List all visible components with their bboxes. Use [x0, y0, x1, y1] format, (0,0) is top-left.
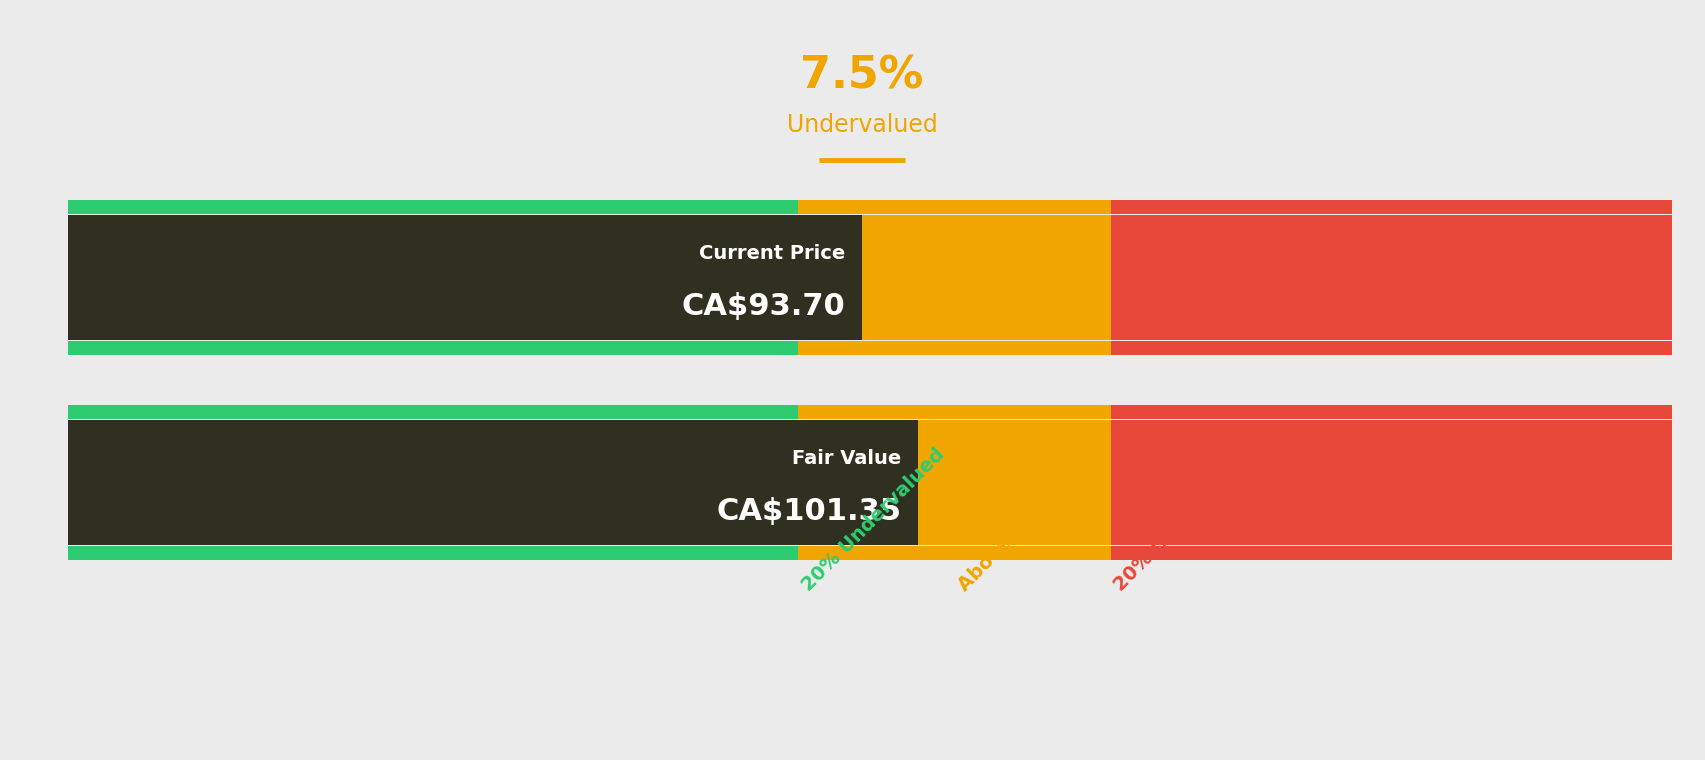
Bar — [798, 406, 1110, 420]
Text: 7.5%: 7.5% — [800, 55, 922, 97]
Bar — [1110, 200, 1671, 214]
Bar — [68, 546, 798, 559]
Bar — [1110, 546, 1671, 559]
Text: CA$93.70: CA$93.70 — [680, 292, 844, 321]
Bar — [1110, 215, 1671, 340]
Bar — [68, 420, 917, 546]
Bar — [798, 420, 1110, 546]
Text: 20% Undervalued: 20% Undervalued — [798, 445, 948, 595]
Bar — [798, 200, 1110, 214]
Bar — [798, 546, 1110, 559]
Bar — [1110, 340, 1671, 354]
Bar — [68, 215, 861, 340]
Bar — [68, 200, 798, 214]
Bar — [798, 340, 1110, 354]
Text: Undervalued: Undervalued — [786, 113, 936, 138]
Bar — [68, 340, 798, 354]
Bar — [798, 215, 1110, 340]
Text: About Right: About Right — [953, 489, 1061, 595]
Text: 20% Overvalued: 20% Overvalued — [1110, 454, 1250, 595]
Bar — [68, 406, 798, 420]
Bar — [68, 420, 798, 546]
Text: Current Price: Current Price — [699, 243, 844, 263]
Text: Fair Value: Fair Value — [791, 448, 900, 467]
Bar — [1110, 420, 1671, 546]
Text: CA$101.35: CA$101.35 — [716, 497, 900, 526]
Bar — [1110, 406, 1671, 420]
Bar — [68, 215, 798, 340]
